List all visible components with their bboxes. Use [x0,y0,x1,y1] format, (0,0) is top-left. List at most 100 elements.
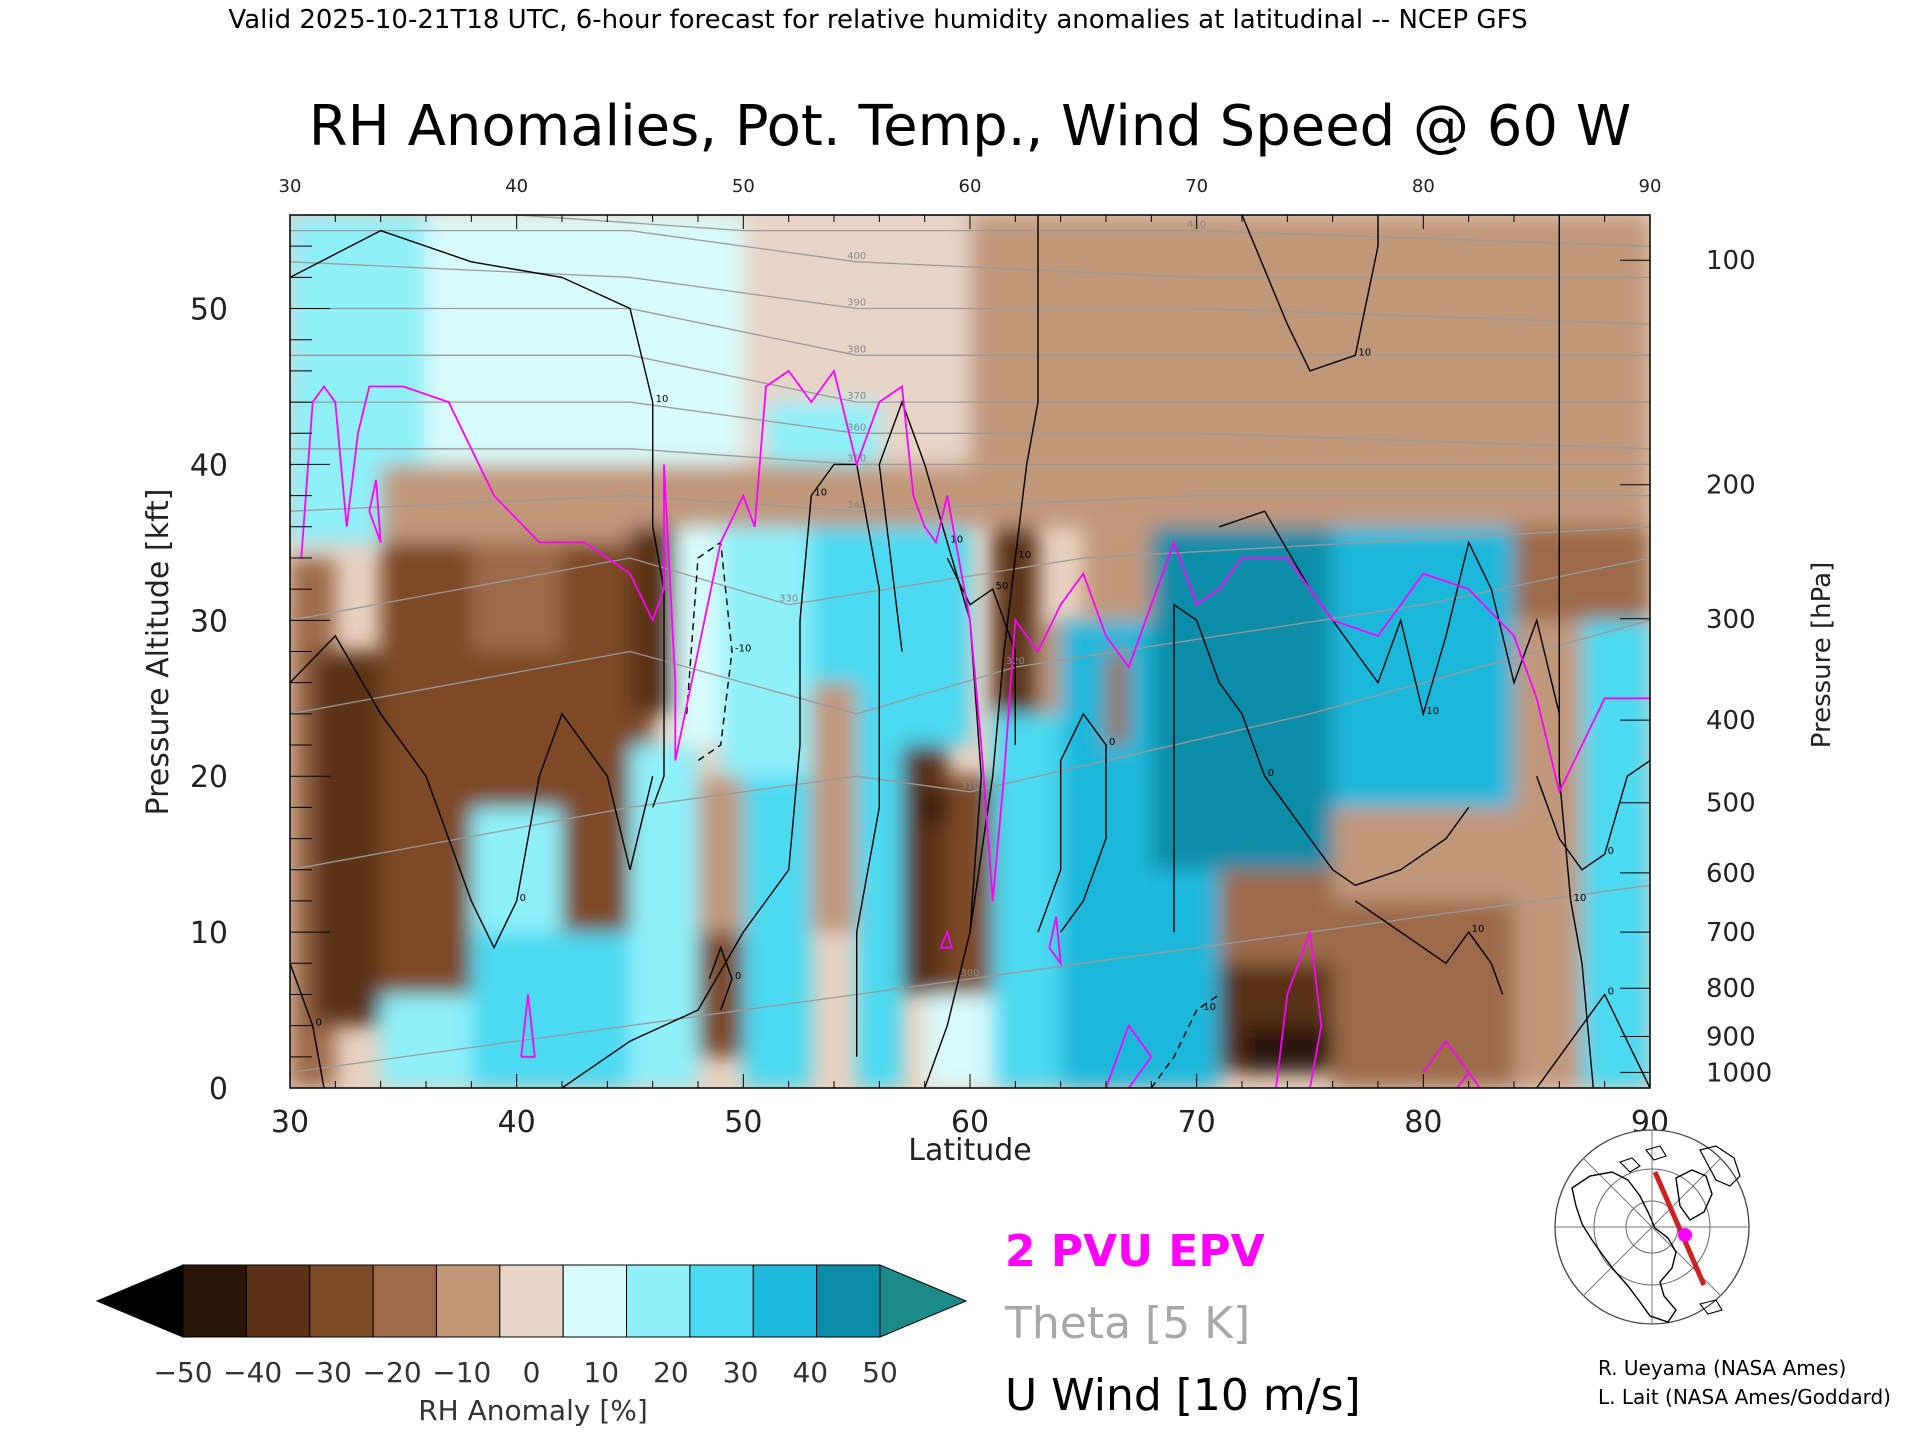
rh-anomaly-cell [426,215,744,465]
y-tick-label-right: 400 [1706,706,1756,736]
rh-anomaly-cell [970,215,1650,465]
theta-contour-label: 370 [847,391,866,402]
rh-anomaly-cell [312,651,381,1026]
theta-contour-390 [290,261,1650,325]
y-tick-label-left: 50 [190,293,228,328]
wind-contour [1173,603,1470,933]
theta-contour-label: 360 [847,422,866,433]
map-section-line [1652,1171,1707,1286]
theta-contour-label: 400 [847,251,866,262]
rh-anomaly-cell [1219,869,1333,964]
map-section-marker [1678,1228,1692,1242]
colorbar-over-triangle [879,1264,968,1338]
colorbar-tick-label: −40 [223,1356,282,1389]
y-tick-labels-right: 1000 900 800 700 600 500 400 300 200 100 [1706,246,1772,1088]
wind-contour [1150,993,1220,1088]
x-tick-label-top: 50 [732,176,755,197]
colorbar-swatch [435,1264,501,1338]
y-axis-label-right: Pressure [hPa] [1807,562,1837,749]
map-coastline-north-america [1571,1171,1677,1323]
y-tick-label-right: 500 [1706,789,1756,819]
epv-2pvu-loop [1048,916,1062,967]
colorbar-tick-label: 0 [523,1356,541,1389]
epv-2pvu-loop [1275,931,1323,1088]
y-tick-label-right: 600 [1706,859,1756,889]
rh-anomaly-cell [743,776,812,1088]
colorbar-tick-label: −30 [293,1356,352,1389]
rh-anomaly-cell [1514,620,1582,1088]
wind-contour [946,557,1016,745]
theta-contour-label: 380 [847,344,866,355]
wind-contour [1037,712,1107,933]
wind-contour-label: -10 [735,644,751,655]
wind-contour-label: -10 [1200,1002,1216,1013]
x-axis-label: Latitude [908,1133,1031,1168]
x-tick-label: 80 [1404,1105,1442,1140]
epv-2pvu-line [300,368,1650,901]
colorbar-under-triangle [95,1264,184,1338]
colorbar-swatch [562,1264,628,1338]
theta-contour-340 [290,494,1650,512]
wind-contour [1241,215,1379,372]
rh-anomaly-cell [380,994,472,1088]
plot-area: 300310320330340350360370380390400410420 … [289,214,1651,1089]
colorbar: −50 −40 −30 −20 −10 0 10 20 30 40 50 [95,1264,968,1389]
colorbar-swatch [816,1264,881,1338]
theta-contour-360 [290,401,1650,450]
colorbar-swatch [499,1264,564,1338]
wind-contour [924,215,1039,1088]
colorbar-label: RH Anomaly [%] [418,1394,648,1427]
wind-contour-label: 0 [520,893,526,904]
x-tick-label-top: 30 [279,176,302,197]
rh-anomaly-cell [1106,651,1129,746]
epv-2pvu-loop [1105,1023,1153,1088]
rh-anomaly-cell [698,776,744,933]
y-tick-label-right: 200 [1706,471,1756,501]
x-tick-label: 60 [951,1105,989,1140]
rh-anomaly-cell [1083,526,1152,621]
rh-anomaly-cell [471,932,630,1088]
wind-contour-label: 10 [656,394,669,405]
theta-contour-label: 340 [847,500,866,511]
x-tick-label: 70 [1178,1105,1216,1140]
colorbar-tick-label: 40 [792,1356,828,1389]
rh-anomaly-cell [1423,900,1514,1088]
rh-anomaly-cell [811,526,902,683]
y-tick-label-left: 0 [209,1072,228,1107]
theta-contour-label: 330 [779,594,798,605]
rh-anomaly-cell [1332,900,1424,1088]
map-meridian [1582,1157,1722,1297]
theta-contour-330 [290,526,1650,621]
theta-contour-370 [290,354,1650,403]
wind-contour-label: 0 [735,971,741,982]
x-tick-label-top: 90 [1639,176,1662,197]
legend-wind: U Wind [10 m/s] [1005,1370,1361,1421]
wind-contour [561,463,880,1088]
colorbar-swatch [752,1264,818,1338]
rh-anomaly-cell [471,807,562,933]
y-tick-label-right: 800 [1706,974,1756,1004]
map-coastline-greenland [1675,1169,1713,1221]
wind-contour-label: 10 [950,534,963,545]
theta-contour-label: 390 [847,298,866,309]
plot-frame [289,214,1651,1089]
y-tick-label-left: 20 [190,760,228,795]
epv-2pvu-loop [1456,1070,1481,1088]
wind-contour-label: 10 [1426,706,1439,717]
colorbar-tick-label: −10 [432,1356,491,1389]
x-tick-label-top: 80 [1412,176,1435,197]
rh-anomaly-cell [290,215,426,465]
wind-contour-label: 50 [996,581,1009,592]
theta-contour-410 [516,215,1650,247]
map-coastline-islands [1618,1145,1723,1315]
rh-anomaly-cell [1514,526,1650,621]
colorbar-swatch [245,1264,311,1338]
rh-anomaly-cell [924,994,993,1088]
colorbar-swatch [626,1264,691,1338]
wind-contour-label: 10 [1472,924,1485,935]
y-tick-labels-left: 0 10 20 30 40 50 [190,293,228,1107]
x-tick-label-top: 60 [959,176,982,197]
rh-anomaly-cell [811,682,857,933]
y-axis-label-left: Pressure Altitude [kft] [141,489,176,816]
epv-2pvu-loop [939,929,954,949]
